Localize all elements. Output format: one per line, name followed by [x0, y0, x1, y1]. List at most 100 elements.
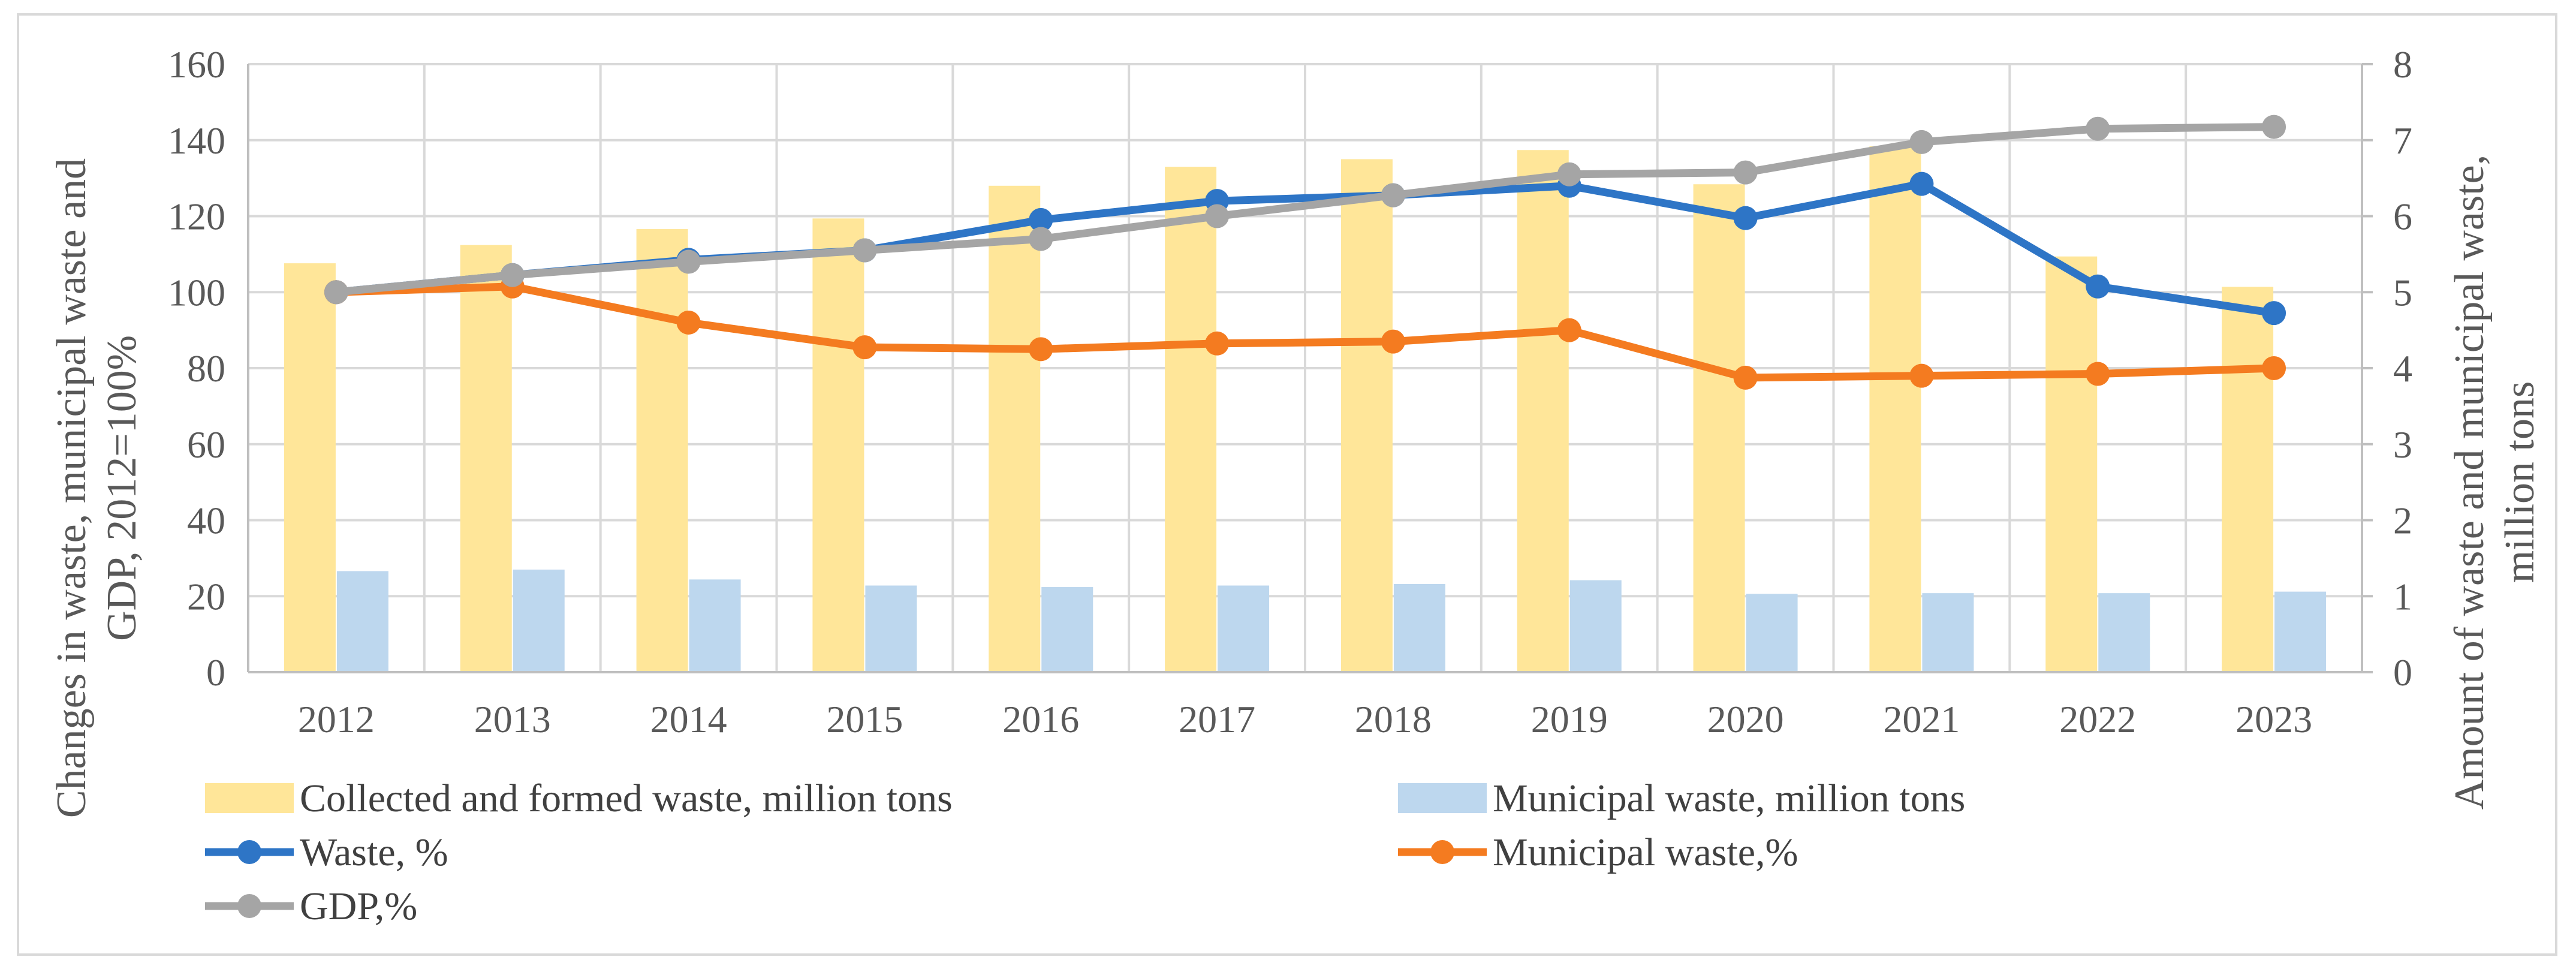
y-right-tick-label: 0	[2393, 651, 2412, 694]
y-right-tick-label: 3	[2393, 423, 2412, 466]
legend-entry[interactable]: Municipal waste, million tons	[1398, 777, 1965, 820]
bar-municipal-waste	[336, 571, 388, 672]
y-left-tick-label: 80	[187, 347, 225, 390]
bar-collected-waste	[284, 263, 336, 673]
gdp-point	[324, 280, 348, 305]
x-tick-label: 2014	[650, 698, 727, 741]
municipal-waste-point	[1733, 365, 1758, 390]
y-left-tick-label: 0	[206, 651, 225, 694]
bar-municipal-waste	[865, 585, 917, 672]
gdp-point	[676, 249, 701, 274]
legend-swatch	[205, 783, 294, 813]
legend-entry[interactable]: Waste, %	[205, 830, 448, 874]
municipal-waste-point	[1029, 337, 1053, 362]
bars	[284, 146, 2327, 673]
y-right-tick-label: 5	[2393, 271, 2412, 314]
x-tick-label: 2012	[298, 698, 375, 741]
bar-municipal-waste	[1041, 587, 1093, 672]
gdp-point	[1733, 160, 1758, 185]
legend-label: GDP,%	[300, 884, 417, 928]
bar-collected-waste	[460, 245, 512, 672]
grid-lines	[247, 63, 2363, 673]
legend-label: Municipal waste, million tons	[1493, 777, 1965, 820]
gdp-point	[1381, 183, 1405, 207]
y-right-tick-label: 7	[2393, 119, 2412, 162]
tick-labels: 2012 2013 2014 2015 2016 2017 2018 2019 2020 2021…	[168, 43, 2412, 741]
gdp-point	[500, 263, 525, 287]
y-right-tick-label: 4	[2393, 347, 2412, 390]
municipal-waste-point	[676, 310, 701, 335]
bar-municipal-waste	[1746, 594, 1798, 672]
bar-municipal-waste	[513, 569, 565, 672]
y-left-tick-label: 120	[168, 195, 225, 238]
gdp-point	[852, 238, 877, 263]
legend-label: Collected and formed waste, million tons	[300, 777, 953, 820]
bar-collected-waste	[636, 229, 688, 672]
bar-municipal-waste	[1218, 585, 1270, 672]
axis-titles: Changes in waste, municipal waste and GDP…	[49, 155, 2543, 818]
bar-collected-waste	[2045, 256, 2098, 672]
bar-municipal-waste	[2274, 591, 2327, 672]
bar-municipal-waste	[1569, 580, 1622, 672]
waste-point	[2086, 274, 2110, 299]
legend-marker	[237, 840, 261, 864]
bar-collected-waste	[1869, 146, 1921, 672]
bar-municipal-waste	[1393, 583, 1445, 672]
legend-entry[interactable]: GDP,%	[205, 884, 417, 928]
bar-collected-waste	[2222, 287, 2274, 672]
y-right-tick-label: 1	[2393, 575, 2412, 618]
bar-collected-waste	[1340, 159, 1393, 672]
municipal-waste-point	[1557, 318, 1581, 342]
y-right-axis-title-line: million tons	[2497, 381, 2543, 583]
legend-marker	[1430, 840, 1454, 864]
y-right-tick-label: 8	[2393, 43, 2412, 86]
line-series	[324, 115, 2286, 390]
legend-entry[interactable]: Collected and formed waste, million tons	[205, 777, 953, 820]
legend-marker	[237, 894, 261, 918]
y-left-tick-label: 20	[187, 575, 225, 618]
municipal-waste-point	[2086, 362, 2110, 386]
x-tick-label: 2015	[826, 698, 903, 741]
bar-collected-waste	[989, 185, 1041, 672]
bar-municipal-waste	[2098, 593, 2150, 672]
x-tick-label: 2018	[1355, 698, 1432, 741]
y-left-axis-title-line: Changes in waste, municipal waste and	[49, 158, 95, 818]
y-right-tick-label: 2	[2393, 499, 2412, 542]
gdp-point	[1909, 130, 1934, 154]
municipal-waste-point	[1205, 331, 1230, 356]
legend-swatch	[1398, 783, 1487, 813]
gdp-point	[2262, 115, 2286, 139]
municipal-waste-point	[1909, 363, 1934, 388]
y-right-axis-title: Amount of waste and municipal waste, mill…	[2447, 155, 2543, 810]
chart: 2012 2013 2014 2015 2016 2017 2018 2019 2020 2021…	[49, 43, 2543, 928]
municipal-waste-line	[336, 282, 2274, 382]
bar-collected-waste	[812, 218, 864, 672]
waste-point	[1733, 206, 1758, 230]
municipal-waste-point	[1381, 329, 1405, 354]
y-left-axis-title: Changes in waste, municipal waste and GDP…	[49, 158, 145, 818]
bar-collected-waste	[1693, 184, 1745, 672]
legend-entry[interactable]: Municipal waste,%	[1398, 830, 1798, 874]
x-tick-label: 2023	[2235, 698, 2312, 741]
x-tick-label: 2022	[2059, 698, 2136, 741]
waste-point	[2262, 301, 2286, 326]
gdp-point	[1557, 162, 1581, 186]
municipal-waste-point	[2262, 356, 2286, 380]
bar-collected-waste	[1517, 150, 1569, 673]
x-tick-label: 2021	[1883, 698, 1960, 741]
bar-municipal-waste	[689, 579, 741, 672]
waste-point	[1909, 171, 1934, 196]
x-tick-label: 2020	[1707, 698, 1784, 741]
x-tick-label: 2017	[1179, 698, 1255, 741]
axes	[247, 63, 2373, 673]
gdp-point	[1029, 227, 1053, 251]
gdp-point	[2086, 116, 2110, 141]
chart-frame: 2012 2013 2014 2015 2016 2017 2018 2019 2020 2021…	[17, 13, 2557, 956]
y-left-tick-label: 40	[187, 499, 225, 542]
gdp-line	[336, 123, 2274, 296]
y-left-axis-title-line: GDP, 2012=100%	[99, 335, 145, 641]
y-left-tick-label: 160	[168, 43, 225, 86]
x-tick-label: 2016	[1002, 698, 1079, 741]
legend-label: Municipal waste,%	[1493, 830, 1798, 874]
y-right-axis-title-line: Amount of waste and municipal waste,	[2447, 155, 2493, 810]
